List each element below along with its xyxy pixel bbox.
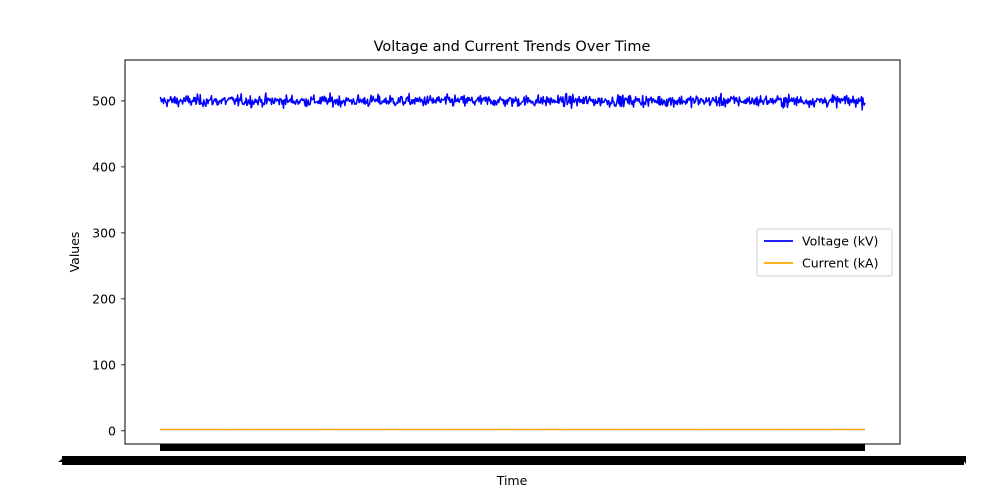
y-axis-label: Values <box>67 232 82 273</box>
legend-label-voltage: Voltage (kV) <box>802 234 878 249</box>
x-tick-marks <box>160 444 865 451</box>
x-tick-label-edge <box>960 456 966 464</box>
y-tick-label: 200 <box>92 291 116 306</box>
y-tick-label: 400 <box>92 159 116 174</box>
legend-label-current: Current (kA) <box>802 256 878 271</box>
series-layer <box>159 92 866 431</box>
x-axis-ticks <box>58 444 966 465</box>
y-tick-label: 300 <box>92 225 116 240</box>
y-tick-label: 500 <box>92 93 116 108</box>
y-tick-label: 100 <box>92 357 116 372</box>
x-tick-label-edge <box>58 456 66 462</box>
legend: Voltage (kV) Current (kA) <box>756 228 893 277</box>
y-tick-label: 0 <box>108 423 116 438</box>
x-axis-label: Time <box>496 473 528 488</box>
x-tick-labels-overlap <box>62 456 964 465</box>
chart-title: Voltage and Current Trends Over Time <box>374 39 651 55</box>
series-line-voltage <box>159 92 866 111</box>
y-axis: 0 100 200 300 400 500 <box>92 93 125 438</box>
